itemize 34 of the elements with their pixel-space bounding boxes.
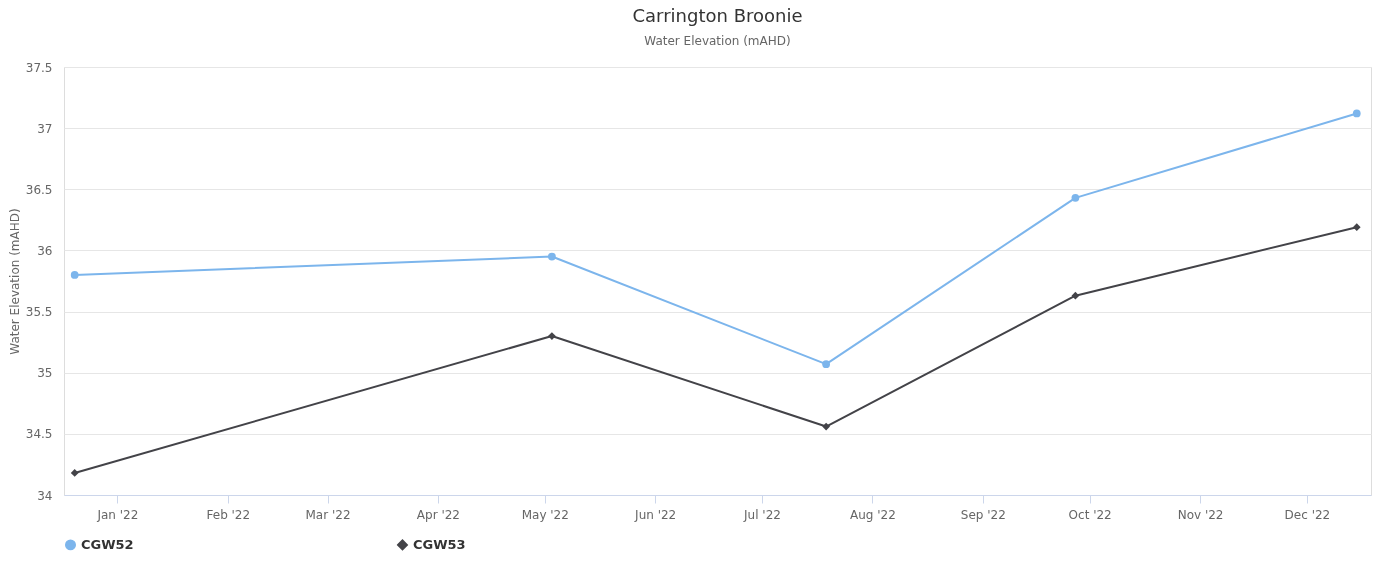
chart-subtitle: Water Elevation (mAHD): [644, 34, 791, 48]
x-tick-label: Nov '22: [1177, 507, 1224, 522]
point: [70, 469, 79, 477]
x-tick-label: Apr '22: [416, 507, 461, 522]
x-tick-label: Oct '22: [1068, 507, 1112, 522]
point: [548, 252, 556, 261]
point: [1071, 193, 1080, 202]
point: [1071, 291, 1080, 300]
legend-label: CGW53: [413, 536, 466, 552]
x-tick-label: Mar '22: [305, 507, 351, 522]
legend-label: CGW52: [81, 536, 134, 552]
point: [1352, 109, 1361, 118]
y-tick-label: 37: [37, 121, 53, 136]
point: [822, 422, 830, 431]
y-tick-label: 34: [37, 488, 53, 503]
point: [822, 360, 830, 369]
x-tick-label: Jun '22: [634, 507, 677, 522]
x-tick-label: Jan '22: [96, 507, 139, 522]
point: [1352, 223, 1361, 232]
y-tick-label: 34.5: [25, 427, 53, 442]
x-tick-label: May '22: [521, 507, 569, 522]
point: [70, 271, 79, 279]
x-tick-label: Jul '22: [743, 507, 781, 522]
y-tick-label: 35: [37, 366, 53, 381]
chart-title: Carrington Broonie: [632, 5, 803, 26]
x-tick-label: Feb '22: [206, 507, 251, 522]
y-tick-label: 37.5: [25, 60, 53, 75]
y-tick-label: 36: [37, 243, 53, 258]
x-tick-label: Sep '22: [960, 507, 1006, 522]
y-tick-label: 36.5: [25, 182, 53, 197]
x-tick-label: Dec '22: [1284, 507, 1331, 522]
y-axis-title: Water Elevation (mAHD): [7, 208, 22, 355]
x-tick-label: Aug '22: [850, 507, 896, 522]
y-tick-label: 35.5: [25, 305, 53, 320]
